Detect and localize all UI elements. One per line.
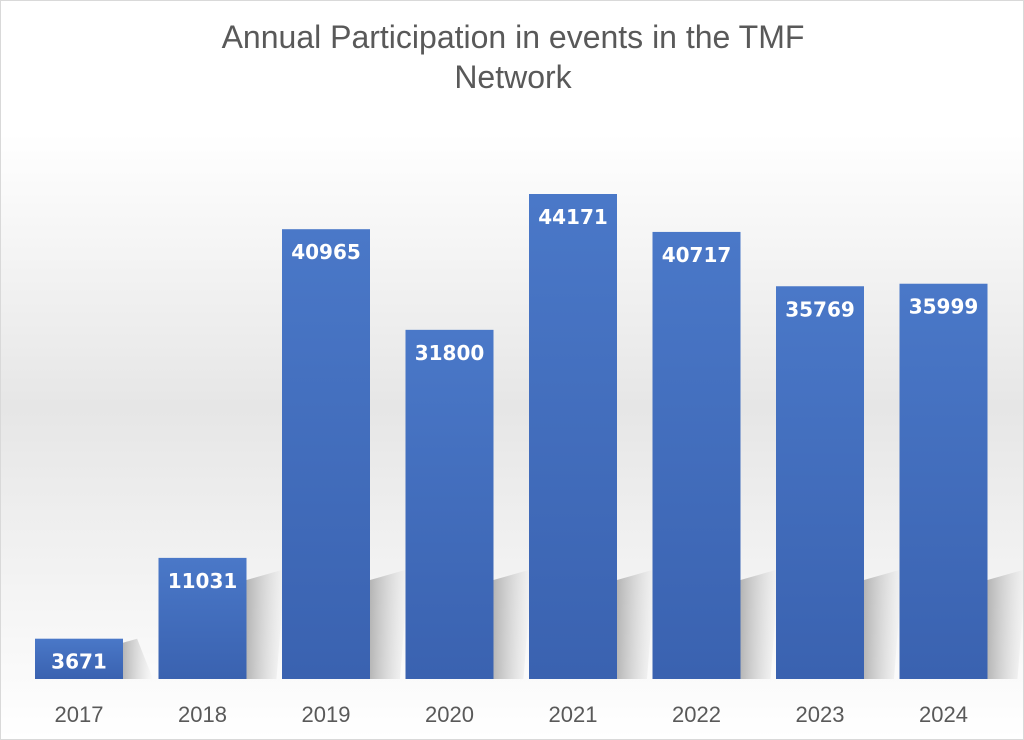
bar-2024: [899, 283, 988, 679]
bar-shadow: [617, 569, 656, 679]
bar-2020: [405, 329, 494, 679]
x-tick-label: 2022: [672, 702, 721, 727]
data-label: 11031: [168, 569, 238, 593]
data-label: 31800: [415, 341, 485, 365]
bar-2017: [35, 638, 123, 679]
x-tick-label: 2023: [796, 702, 845, 727]
chart-title-line2: Network: [454, 59, 572, 95]
data-label: 44171: [538, 205, 608, 229]
bar-2018: [158, 557, 247, 679]
x-tick-label: 2024: [919, 702, 968, 727]
x-tick-label: 2017: [55, 702, 104, 727]
x-tick-label: 2020: [425, 702, 474, 727]
bar-shadow: [864, 569, 903, 679]
x-tick-label: 2018: [178, 702, 227, 727]
bar-shadow: [740, 569, 779, 679]
bar-shadow: [493, 569, 532, 679]
data-label: 40717: [662, 243, 732, 267]
data-label: 35999: [909, 295, 979, 319]
x-tick-label: 2021: [549, 702, 598, 727]
bar-2022: [652, 231, 741, 679]
data-label: 40965: [291, 240, 361, 264]
x-tick-label: 2019: [302, 702, 351, 727]
chart-title-line1: Annual Participation in events in the TM…: [221, 19, 805, 55]
data-label: 35769: [785, 297, 855, 321]
bar-shadow: [123, 638, 153, 679]
bar-shadow: [987, 569, 1024, 679]
data-label: 3671: [51, 650, 107, 674]
bar-shadow: [370, 569, 409, 679]
bar-2023: [776, 286, 864, 679]
bar-shadow: [246, 569, 285, 679]
chart-title: Annual Participation in events in the TM…: [1, 17, 1024, 97]
bar-2019: [282, 229, 370, 679]
bar-2021: [529, 194, 617, 679]
